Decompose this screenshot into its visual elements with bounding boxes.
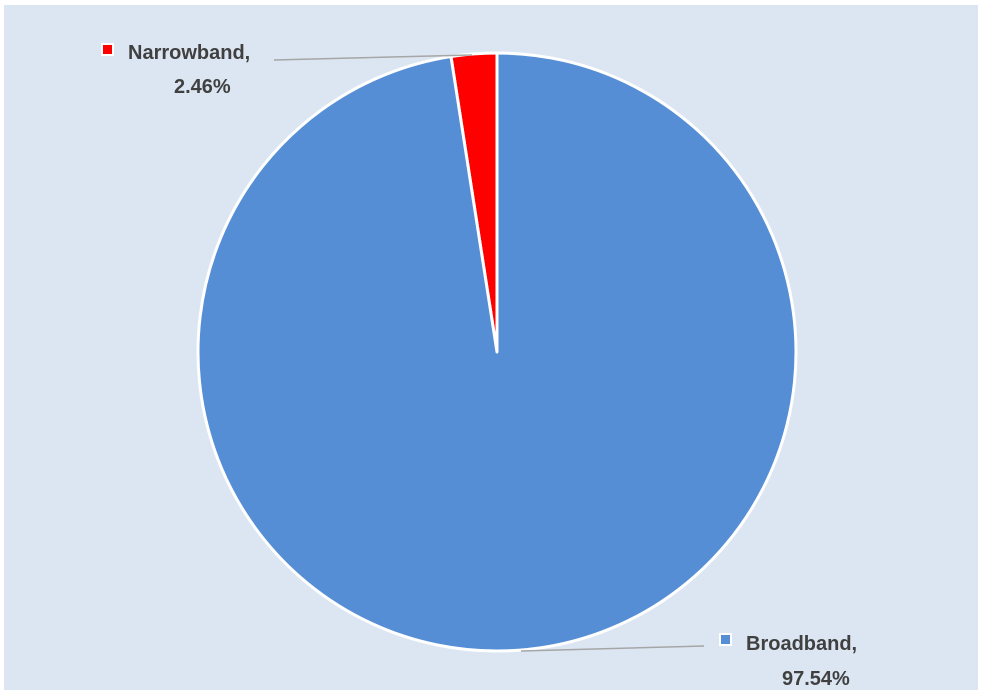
leader-line-narrowband (273, 54, 473, 61)
label-key-narrowband (101, 43, 114, 56)
leader-line-broadband (520, 645, 705, 652)
data-label-category-narrowband: Narrowband, (128, 42, 250, 64)
label-key-broadband (719, 633, 732, 646)
data-label-value-narrowband: 2.46% (174, 76, 231, 98)
chart-area: Narrowband, 2.46% Broadband, 97.54% (4, 5, 978, 690)
pie-slice-broadband (196, 51, 798, 653)
data-label-category-broadband: Broadband, (746, 633, 857, 655)
pie-chart: Narrowband, 2.46% Broadband, 97.54% (101, 42, 857, 690)
data-label-value-broadband: 97.54% (782, 668, 850, 690)
